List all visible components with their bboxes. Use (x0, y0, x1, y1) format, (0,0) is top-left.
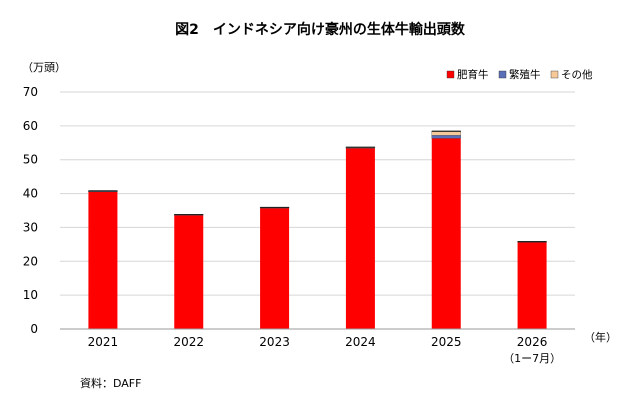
bar-2021-series-0 (88, 191, 118, 329)
x-tick-label: 2023 (259, 335, 290, 349)
y-tick-label: 50 (23, 153, 38, 167)
y-axis-label: （万頭） (22, 61, 66, 74)
legend-swatch (550, 70, 559, 79)
legend-swatch (446, 70, 455, 79)
bar-2025-series-1 (431, 135, 461, 139)
chart-title: 図2 インドネシア向け豪州の生体牛輸出頭数 (175, 21, 466, 38)
y-tick-label: 40 (23, 187, 38, 201)
x-tick-label: 2024 (345, 335, 376, 349)
x-axis-label: （年） (584, 330, 617, 344)
x-tick-note: （1ー7月） (503, 352, 561, 365)
x-tick-label: 2026 (517, 335, 548, 349)
gridlines (60, 91, 575, 296)
legend-label: 肥育牛 (457, 68, 489, 81)
y-tick-label: 70 (23, 85, 38, 99)
bar-2024-series-0 (345, 148, 375, 329)
y-tick-label: 20 (23, 254, 38, 268)
legend-label: その他 (561, 68, 593, 81)
y-tick-label: 0 (30, 322, 38, 336)
x-tick-label: 2021 (88, 335, 119, 349)
bar-2023-series-0 (260, 208, 290, 329)
bar-2025-series-2 (431, 131, 461, 136)
legend-label: 繁殖牛 (509, 68, 541, 81)
y-tick-label: 10 (23, 288, 38, 302)
y-tick-label: 30 (23, 220, 38, 234)
source-note: 資料：DAFF (80, 376, 141, 390)
bars (88, 130, 547, 329)
x-axis-ticks: 2021 2022 2023 2024 2025 2026 （1ー7月） (88, 335, 561, 365)
x-tick-label: 2025 (431, 335, 462, 349)
bar-2025-series-0 (431, 138, 461, 329)
legend-swatch (498, 70, 507, 79)
y-axis-ticks: 0 10 20 30 40 50 60 70 (23, 85, 38, 336)
legend: 肥育牛 繁殖牛 その他 (446, 68, 593, 81)
bar-2026-series-0 (517, 242, 547, 329)
bar-2022-series-0 (174, 215, 204, 329)
y-tick-label: 60 (23, 119, 38, 133)
x-tick-label: 2022 (173, 335, 204, 349)
